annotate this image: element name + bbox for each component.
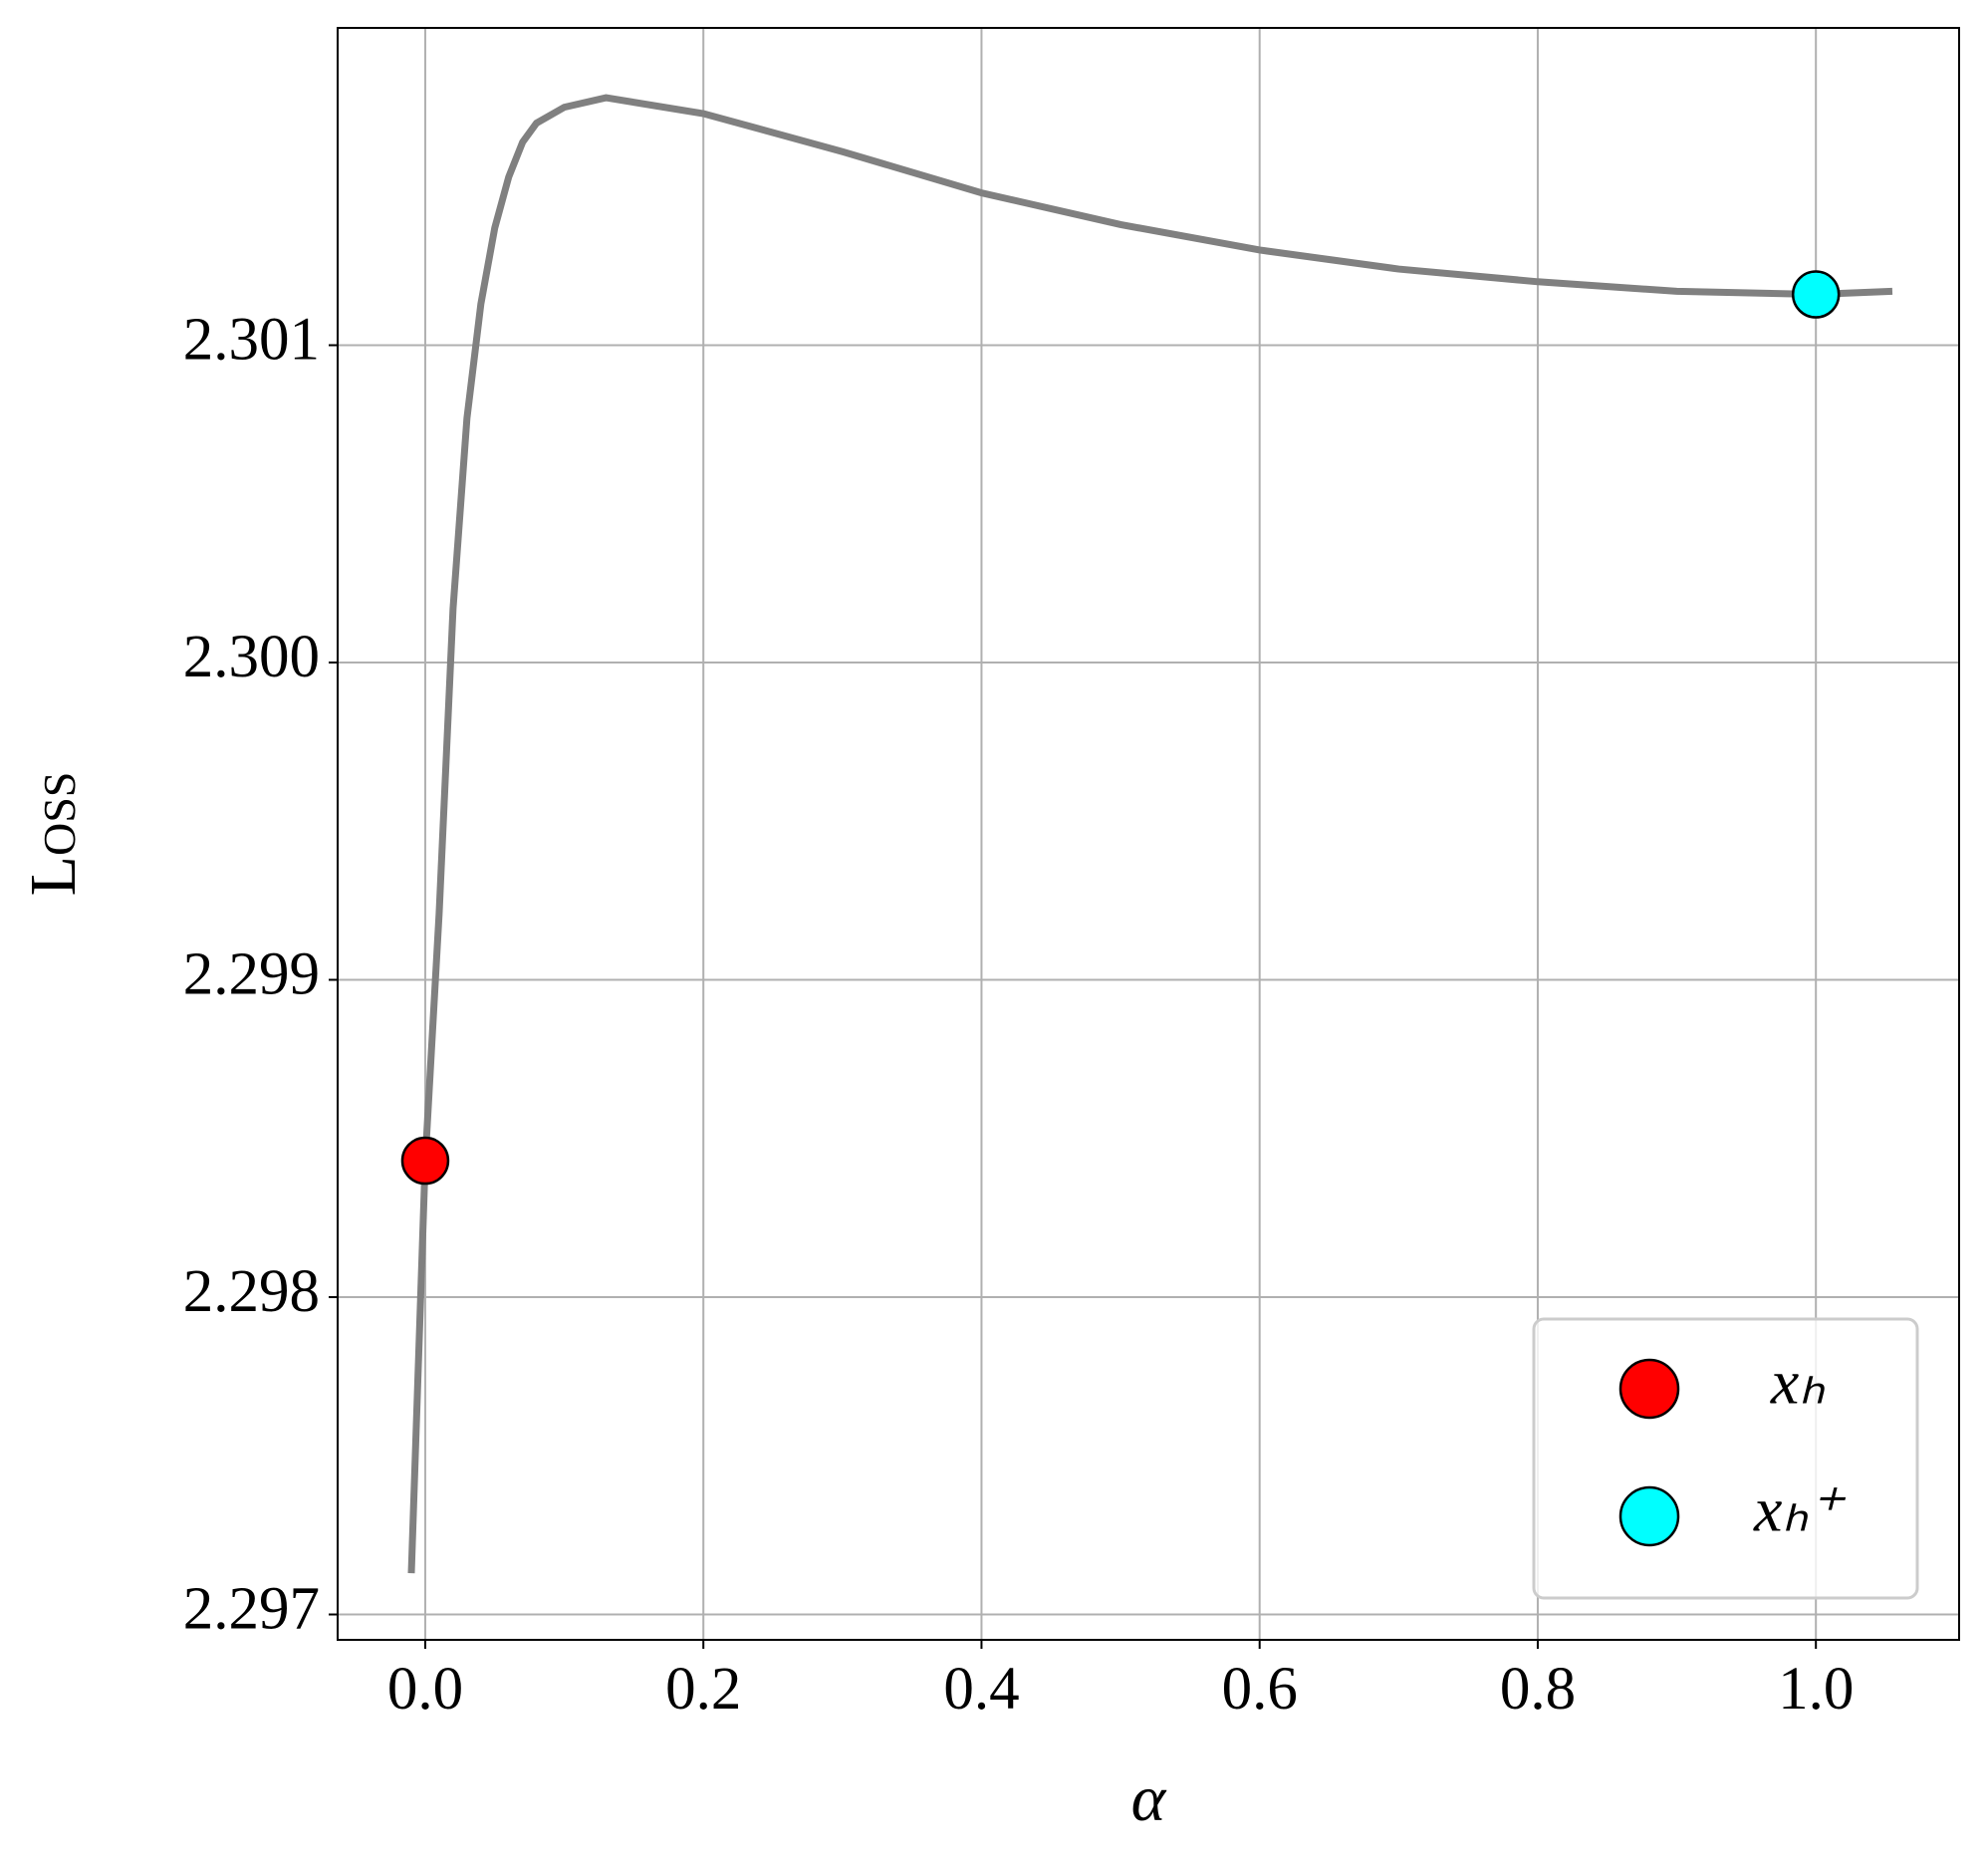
legend-marker	[1618, 1358, 1680, 1420]
y-tick-label: 2.299	[183, 941, 320, 1008]
x-tick-label: 0.6	[1222, 1656, 1298, 1723]
legend-marker	[1618, 1485, 1680, 1547]
x-tick-label: 0.2	[665, 1656, 741, 1723]
legend-box	[1532, 1317, 1919, 1600]
x-tick-label: 0.4	[943, 1656, 1019, 1723]
y-tick-label: 2.298	[183, 1258, 320, 1325]
point	[400, 1136, 450, 1186]
x-tick-label: 0.0	[387, 1656, 463, 1723]
legend-label: xₕ	[1770, 1347, 1826, 1418]
y-tick-label: 2.297	[183, 1576, 320, 1643]
curve	[407, 94, 1893, 1574]
point	[1791, 270, 1841, 319]
y-tick-label: 2.300	[183, 624, 320, 690]
y-tick-label: 2.301	[183, 307, 320, 374]
x-axis-label: α	[1131, 1762, 1167, 1835]
y-axis-label: Loss	[17, 772, 90, 897]
x-tick-label: 0.8	[1500, 1656, 1576, 1723]
x-tick-label: 1.0	[1778, 1656, 1854, 1723]
legend-label: xₕ⁺	[1753, 1474, 1846, 1545]
plot-frame	[337, 27, 1960, 1641]
